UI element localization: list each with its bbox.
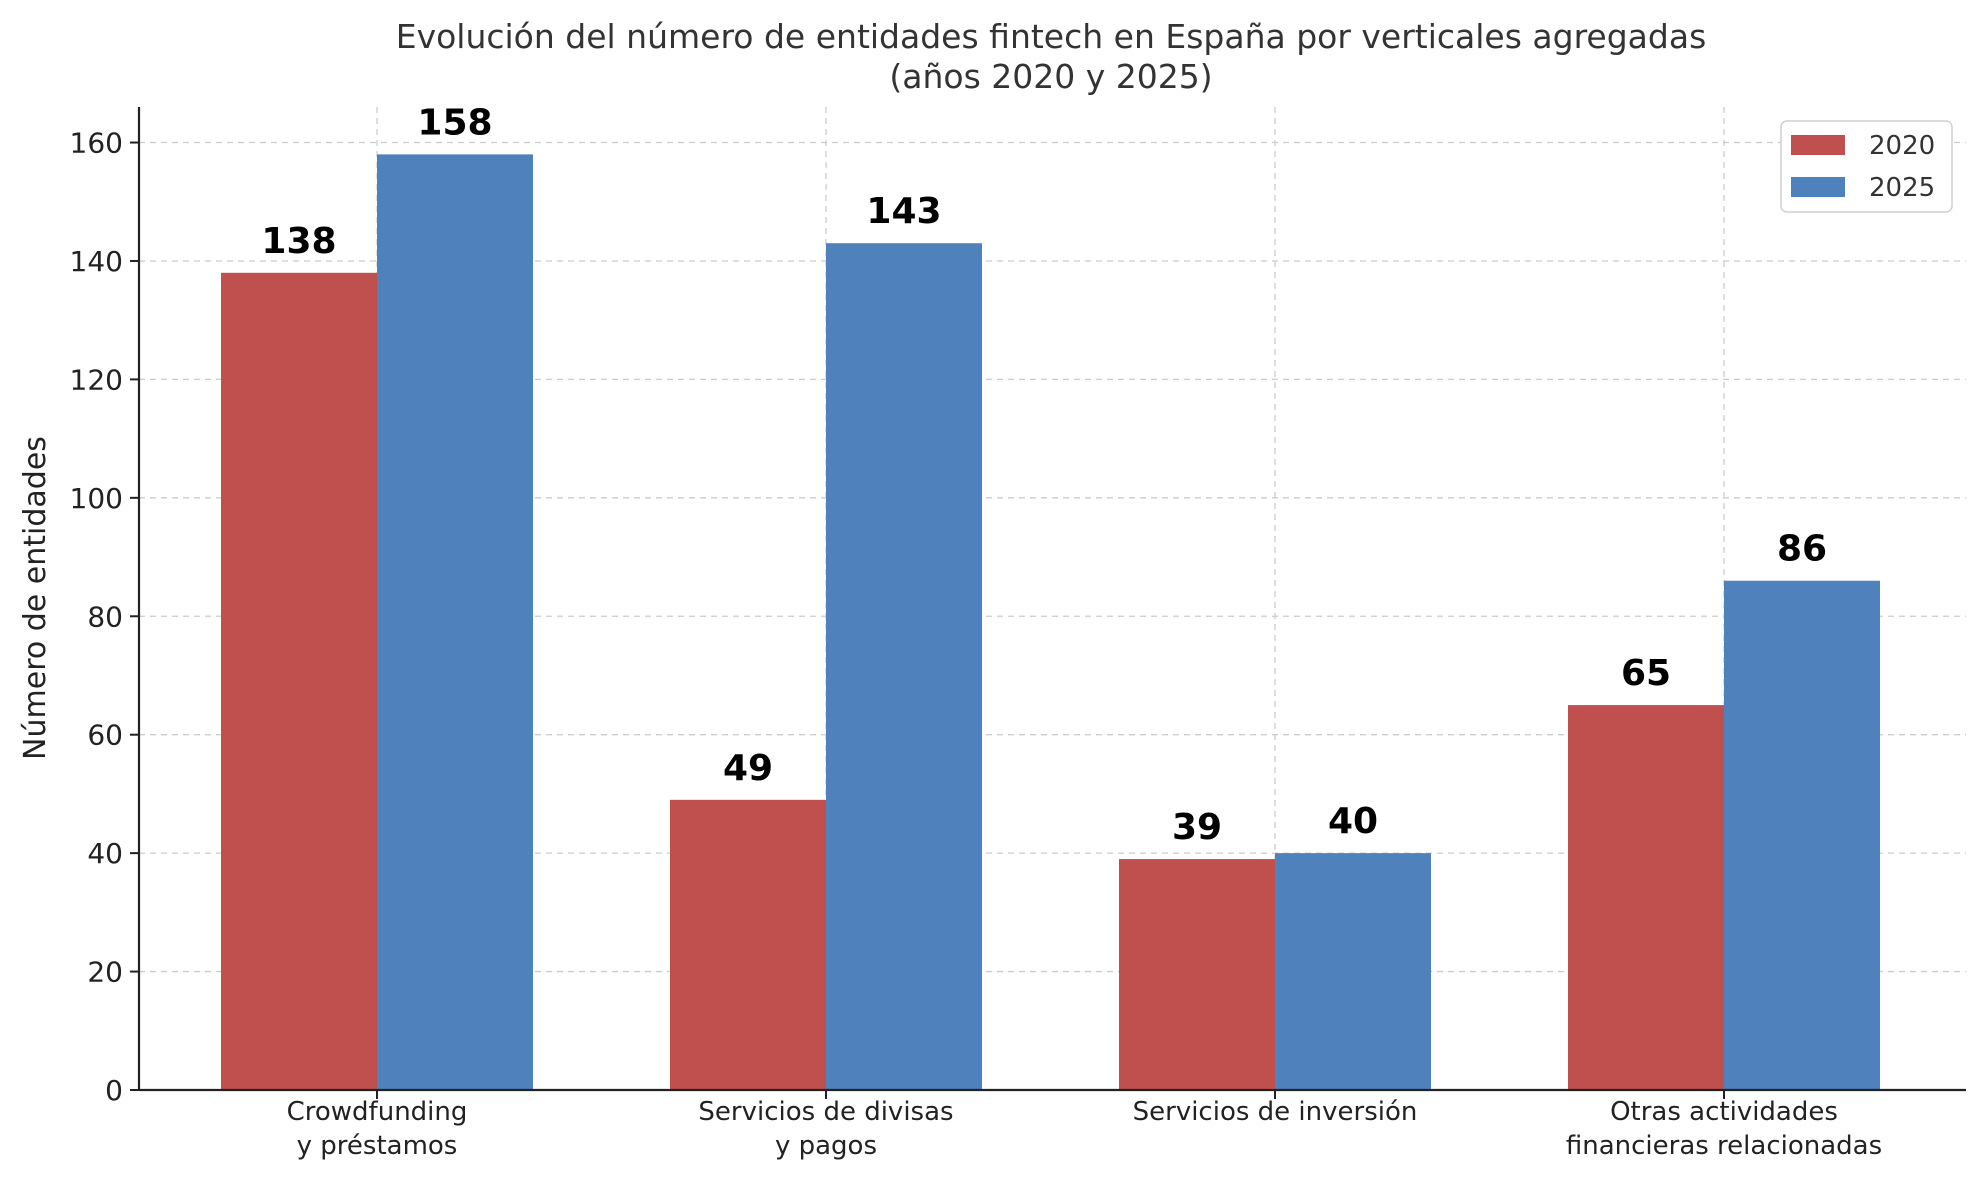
bars bbox=[221, 154, 1880, 1091]
value-label-2025-0: 158 bbox=[417, 102, 492, 143]
legend-swatch-2020 bbox=[1791, 135, 1845, 155]
y-tick-label: 120 bbox=[70, 363, 123, 396]
y-tick-label: 100 bbox=[70, 482, 123, 515]
legend-label-2025: 2025 bbox=[1869, 173, 1935, 203]
y-tick-label: 0 bbox=[105, 1074, 123, 1107]
axes: 0 20 40 60 80 100 120 140 160 Crowdfunding y prést… bbox=[70, 107, 1966, 1161]
x-category-label: Servicios de inversión bbox=[1133, 1097, 1418, 1127]
bar-2020-3 bbox=[1568, 705, 1724, 1090]
bar-2020-0 bbox=[221, 272, 377, 1090]
y-tick-label: 60 bbox=[87, 719, 123, 752]
value-label-2020-3: 65 bbox=[1621, 653, 1671, 694]
y-tick-label: 140 bbox=[70, 245, 123, 278]
bar-2025-0 bbox=[377, 154, 533, 1091]
legend: 2020 2025 bbox=[1780, 120, 1953, 213]
y-tick-label: 160 bbox=[70, 127, 123, 160]
x-category-label: Servicios de divisas bbox=[698, 1097, 953, 1127]
bar-2025-3 bbox=[1724, 580, 1880, 1090]
y-tick-label: 80 bbox=[87, 600, 123, 633]
value-label-2020-0: 138 bbox=[261, 221, 336, 262]
value-label-2025-1: 143 bbox=[866, 191, 941, 232]
x-category-label: financieras relacionadas bbox=[1566, 1131, 1882, 1161]
y-tick-label: 40 bbox=[87, 837, 123, 870]
value-label-2020-2: 39 bbox=[1172, 807, 1222, 848]
value-label-2025-2: 40 bbox=[1328, 801, 1378, 842]
data-labels: 138 49 39 65 158 143 40 86 bbox=[261, 102, 1827, 848]
bar-2020-1 bbox=[670, 799, 826, 1090]
y-tick-label: 20 bbox=[87, 956, 123, 989]
bar-2020-2 bbox=[1119, 859, 1275, 1090]
value-label-2025-3: 86 bbox=[1777, 529, 1827, 570]
legend-label-2020: 2020 bbox=[1869, 131, 1935, 161]
chart-subtitle: (años 2020 y 2025) bbox=[889, 57, 1212, 96]
bar-2025-2 bbox=[1275, 853, 1431, 1090]
x-category-label: Otras actividades bbox=[1610, 1097, 1838, 1127]
x-category-label: y préstamos bbox=[297, 1131, 458, 1161]
value-label-2020-1: 49 bbox=[723, 748, 773, 789]
legend-swatch-2025 bbox=[1791, 177, 1845, 197]
y-axis-label: Número de entidades bbox=[18, 436, 53, 760]
x-category-label: y pagos bbox=[775, 1131, 877, 1161]
x-category-label: Crowdfunding bbox=[287, 1097, 468, 1127]
chart-title: Evolución del número de entidades fintec… bbox=[396, 17, 1707, 56]
bar-2025-1 bbox=[826, 243, 982, 1090]
